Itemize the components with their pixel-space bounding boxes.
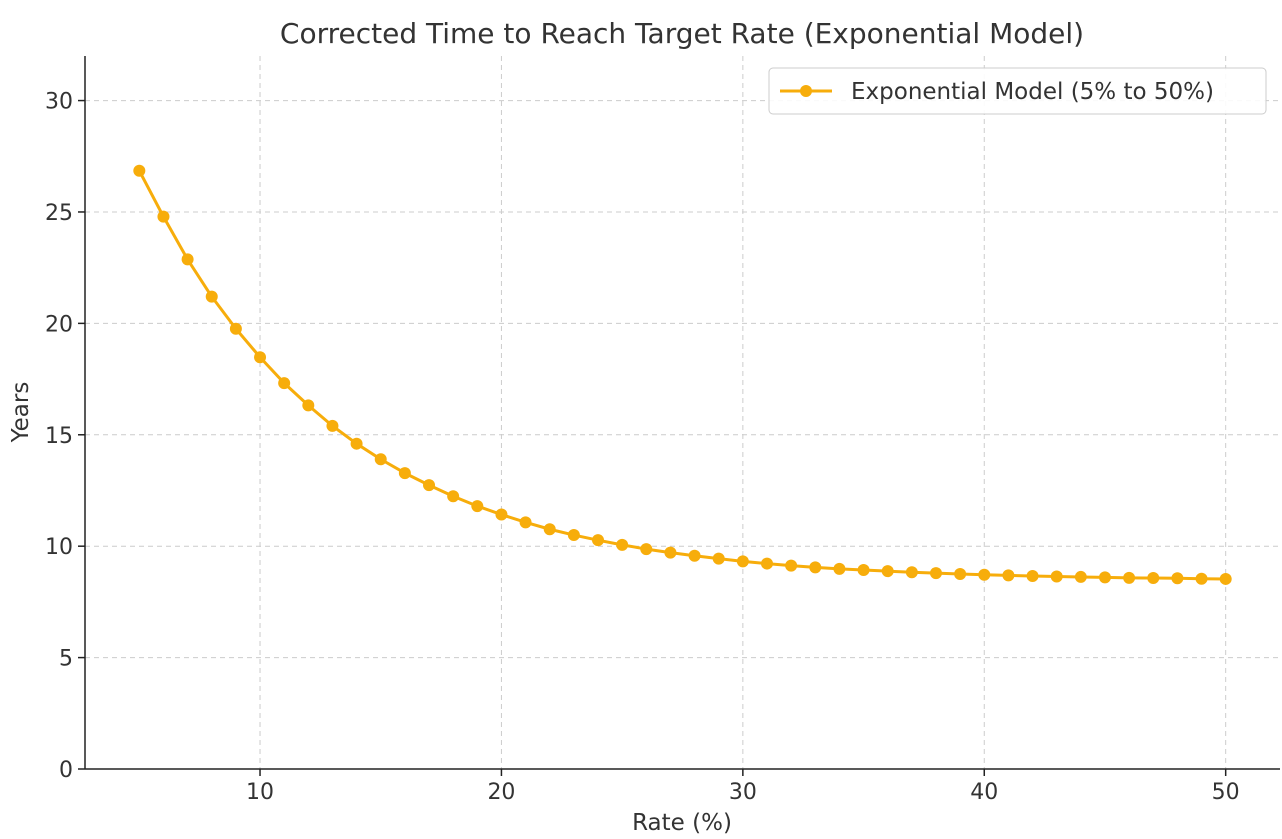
x-tick-label: 40	[970, 780, 998, 805]
y-tick-label: 30	[45, 90, 73, 115]
data-point	[760, 557, 773, 570]
data-point	[1147, 572, 1160, 585]
data-point	[350, 437, 363, 450]
data-point	[1050, 570, 1063, 583]
data-point	[664, 546, 677, 559]
data-point	[302, 399, 315, 412]
data-point	[398, 467, 411, 480]
x-tick-label: 20	[487, 780, 515, 805]
data-point	[736, 555, 749, 568]
data-point	[1002, 569, 1015, 582]
y-tick-label: 20	[45, 312, 73, 337]
x-tick-label: 30	[729, 780, 757, 805]
data-point	[181, 253, 194, 266]
data-point	[1219, 572, 1232, 585]
data-point	[712, 552, 725, 565]
data-point	[326, 419, 339, 432]
data-point	[978, 568, 991, 581]
legend-label: Exponential Model (5% to 50%)	[851, 79, 1214, 105]
legend-dot-marker	[800, 85, 812, 97]
ticks: 10 20 30 40 50 0 5 10 15 20 25 30	[45, 90, 1240, 805]
y-tick-label: 0	[59, 758, 73, 783]
y-tick-label: 10	[45, 535, 73, 560]
data-point	[519, 516, 532, 529]
y-axis-label: Years	[8, 382, 34, 444]
data-point	[1074, 570, 1087, 583]
data-point	[1171, 572, 1184, 585]
data-point	[495, 508, 508, 521]
x-tick-label: 10	[246, 780, 274, 805]
y-tick-label: 25	[45, 201, 73, 226]
data-point	[254, 351, 267, 364]
data-point	[857, 564, 870, 577]
data-point	[423, 479, 436, 492]
series-layer	[133, 164, 1232, 585]
data-point	[1195, 572, 1208, 585]
data-point	[809, 561, 822, 574]
data-point	[567, 529, 580, 542]
data-point	[374, 453, 387, 466]
data-point	[278, 377, 291, 390]
data-point	[640, 543, 653, 556]
data-point	[833, 562, 846, 575]
data-point	[688, 549, 701, 562]
x-tick-label: 50	[1212, 780, 1240, 805]
data-point	[954, 568, 967, 581]
legend: Exponential Model (5% to 50%)	[768, 67, 1267, 115]
data-point	[157, 210, 170, 223]
axes	[84, 56, 1280, 770]
data-point	[1026, 570, 1039, 583]
y-tick-label: 5	[59, 647, 73, 672]
data-point	[616, 538, 629, 551]
legend-box	[768, 67, 1267, 115]
data-point	[205, 290, 218, 303]
data-point	[1098, 571, 1111, 584]
series-line	[137, 169, 1228, 581]
data-point	[785, 559, 798, 572]
grid	[85, 56, 1280, 770]
data-point	[133, 164, 146, 177]
data-point	[543, 523, 556, 536]
y-tick-label: 15	[45, 424, 73, 449]
data-point	[905, 566, 918, 579]
data-point	[447, 490, 460, 503]
data-point	[471, 500, 484, 513]
data-point	[1123, 571, 1136, 584]
chart-title: Corrected Time to Reach Target Rate (Exp…	[280, 17, 1084, 50]
x-axis-label: Rate (%)	[632, 810, 732, 836]
data-point	[929, 567, 942, 580]
data-point	[592, 534, 605, 547]
data-point	[881, 565, 894, 578]
data-point	[229, 322, 242, 335]
